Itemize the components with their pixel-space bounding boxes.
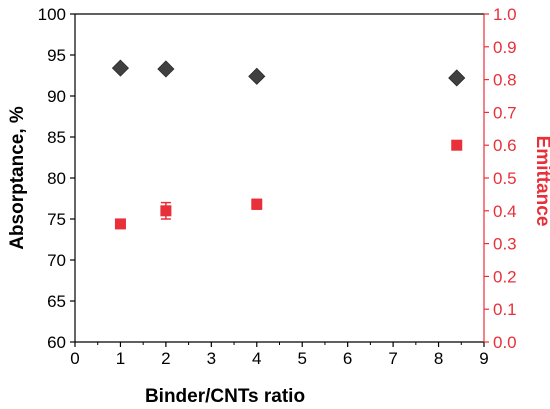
emittance-point bbox=[160, 205, 172, 217]
x-tick-label: 2 bbox=[161, 349, 170, 368]
absorptance-point bbox=[248, 67, 266, 85]
y-left-tick-label: 95 bbox=[47, 46, 66, 65]
y-left-tick-label: 80 bbox=[47, 169, 66, 188]
x-tick-label: 7 bbox=[388, 349, 397, 368]
y-left-tick-label: 85 bbox=[47, 128, 66, 147]
emittance-point bbox=[451, 139, 463, 151]
x-tick-label: 4 bbox=[252, 349, 261, 368]
y-left-tick-label: 60 bbox=[47, 333, 66, 352]
y-right-tick-label: 0.0 bbox=[493, 333, 517, 352]
y-left-tick-label: 100 bbox=[38, 5, 66, 24]
y-axis-left-title: Absorptance, % bbox=[7, 106, 28, 250]
y-axis-right: 0.0 0.1 0.2 0.3 0.4 0.5 0.6 0.7 0.8 0.9 1.0 bbox=[484, 5, 517, 352]
y-right-tick-label: 0.1 bbox=[493, 300, 517, 319]
y-right-tick-label: 0.5 bbox=[493, 169, 517, 188]
x-tick-label: 8 bbox=[434, 349, 443, 368]
y-right-tick-label: 0.7 bbox=[493, 103, 517, 122]
x-tick-label: 5 bbox=[297, 349, 306, 368]
y-right-tick-label: 0.2 bbox=[493, 267, 517, 286]
y-left-tick-label: 75 bbox=[47, 210, 66, 229]
x-tick-label: 0 bbox=[70, 349, 79, 368]
y-left-tick-label: 90 bbox=[47, 87, 66, 106]
plot-area bbox=[74, 13, 485, 343]
y-right-tick-label: 0.4 bbox=[493, 202, 517, 221]
y-right-tick-label: 0.6 bbox=[493, 136, 517, 155]
emittance-series bbox=[114, 139, 463, 230]
emittance-point bbox=[251, 198, 263, 210]
x-tick-label: 9 bbox=[479, 349, 488, 368]
absorptance-series bbox=[111, 59, 466, 87]
x-axis-title: Binder/CNTs ratio bbox=[145, 386, 305, 407]
emittance-point bbox=[114, 218, 126, 230]
y-axis-left: 60 65 70 75 80 85 90 95 100 bbox=[38, 5, 75, 352]
y-right-tick-label: 0.9 bbox=[493, 38, 517, 57]
x-tick-label: 3 bbox=[207, 349, 216, 368]
y-right-tick-label: 1.0 bbox=[493, 5, 517, 24]
x-tick-label: 1 bbox=[116, 349, 125, 368]
y-right-tick-label: 0.3 bbox=[493, 235, 517, 254]
y-left-tick-label: 70 bbox=[47, 251, 66, 270]
absorptance-point bbox=[157, 60, 175, 78]
x-tick-label: 6 bbox=[343, 349, 352, 368]
absorptance-point bbox=[448, 69, 466, 87]
y-axis-right-title: Emittance bbox=[532, 136, 550, 227]
y-left-tick-label: 65 bbox=[47, 292, 66, 311]
x-axis: 0 1 2 3 4 5 6 7 8 9 bbox=[70, 342, 489, 368]
y-right-tick-label: 0.8 bbox=[493, 71, 517, 90]
absorptance-point bbox=[111, 59, 130, 77]
